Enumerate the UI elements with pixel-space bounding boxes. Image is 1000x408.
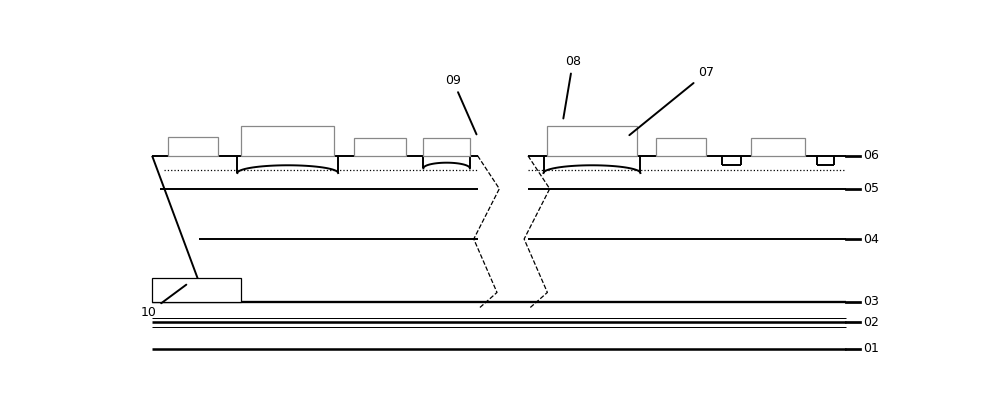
Bar xyxy=(152,278,241,302)
Text: 08: 08 xyxy=(563,55,581,118)
Text: 10: 10 xyxy=(140,285,186,319)
Text: 04: 04 xyxy=(864,233,879,246)
Text: 05: 05 xyxy=(864,182,880,195)
Bar xyxy=(751,138,805,156)
Text: 03: 03 xyxy=(864,295,879,308)
Text: 01: 01 xyxy=(864,342,879,355)
Text: 06: 06 xyxy=(864,149,879,162)
Bar xyxy=(547,126,637,156)
Text: 07: 07 xyxy=(629,66,714,135)
Bar xyxy=(656,138,706,156)
Text: 02: 02 xyxy=(864,316,879,329)
Text: 09: 09 xyxy=(445,74,477,134)
Bar xyxy=(241,126,334,156)
Bar xyxy=(354,138,406,156)
Bar xyxy=(423,138,470,156)
Bar xyxy=(168,137,218,156)
